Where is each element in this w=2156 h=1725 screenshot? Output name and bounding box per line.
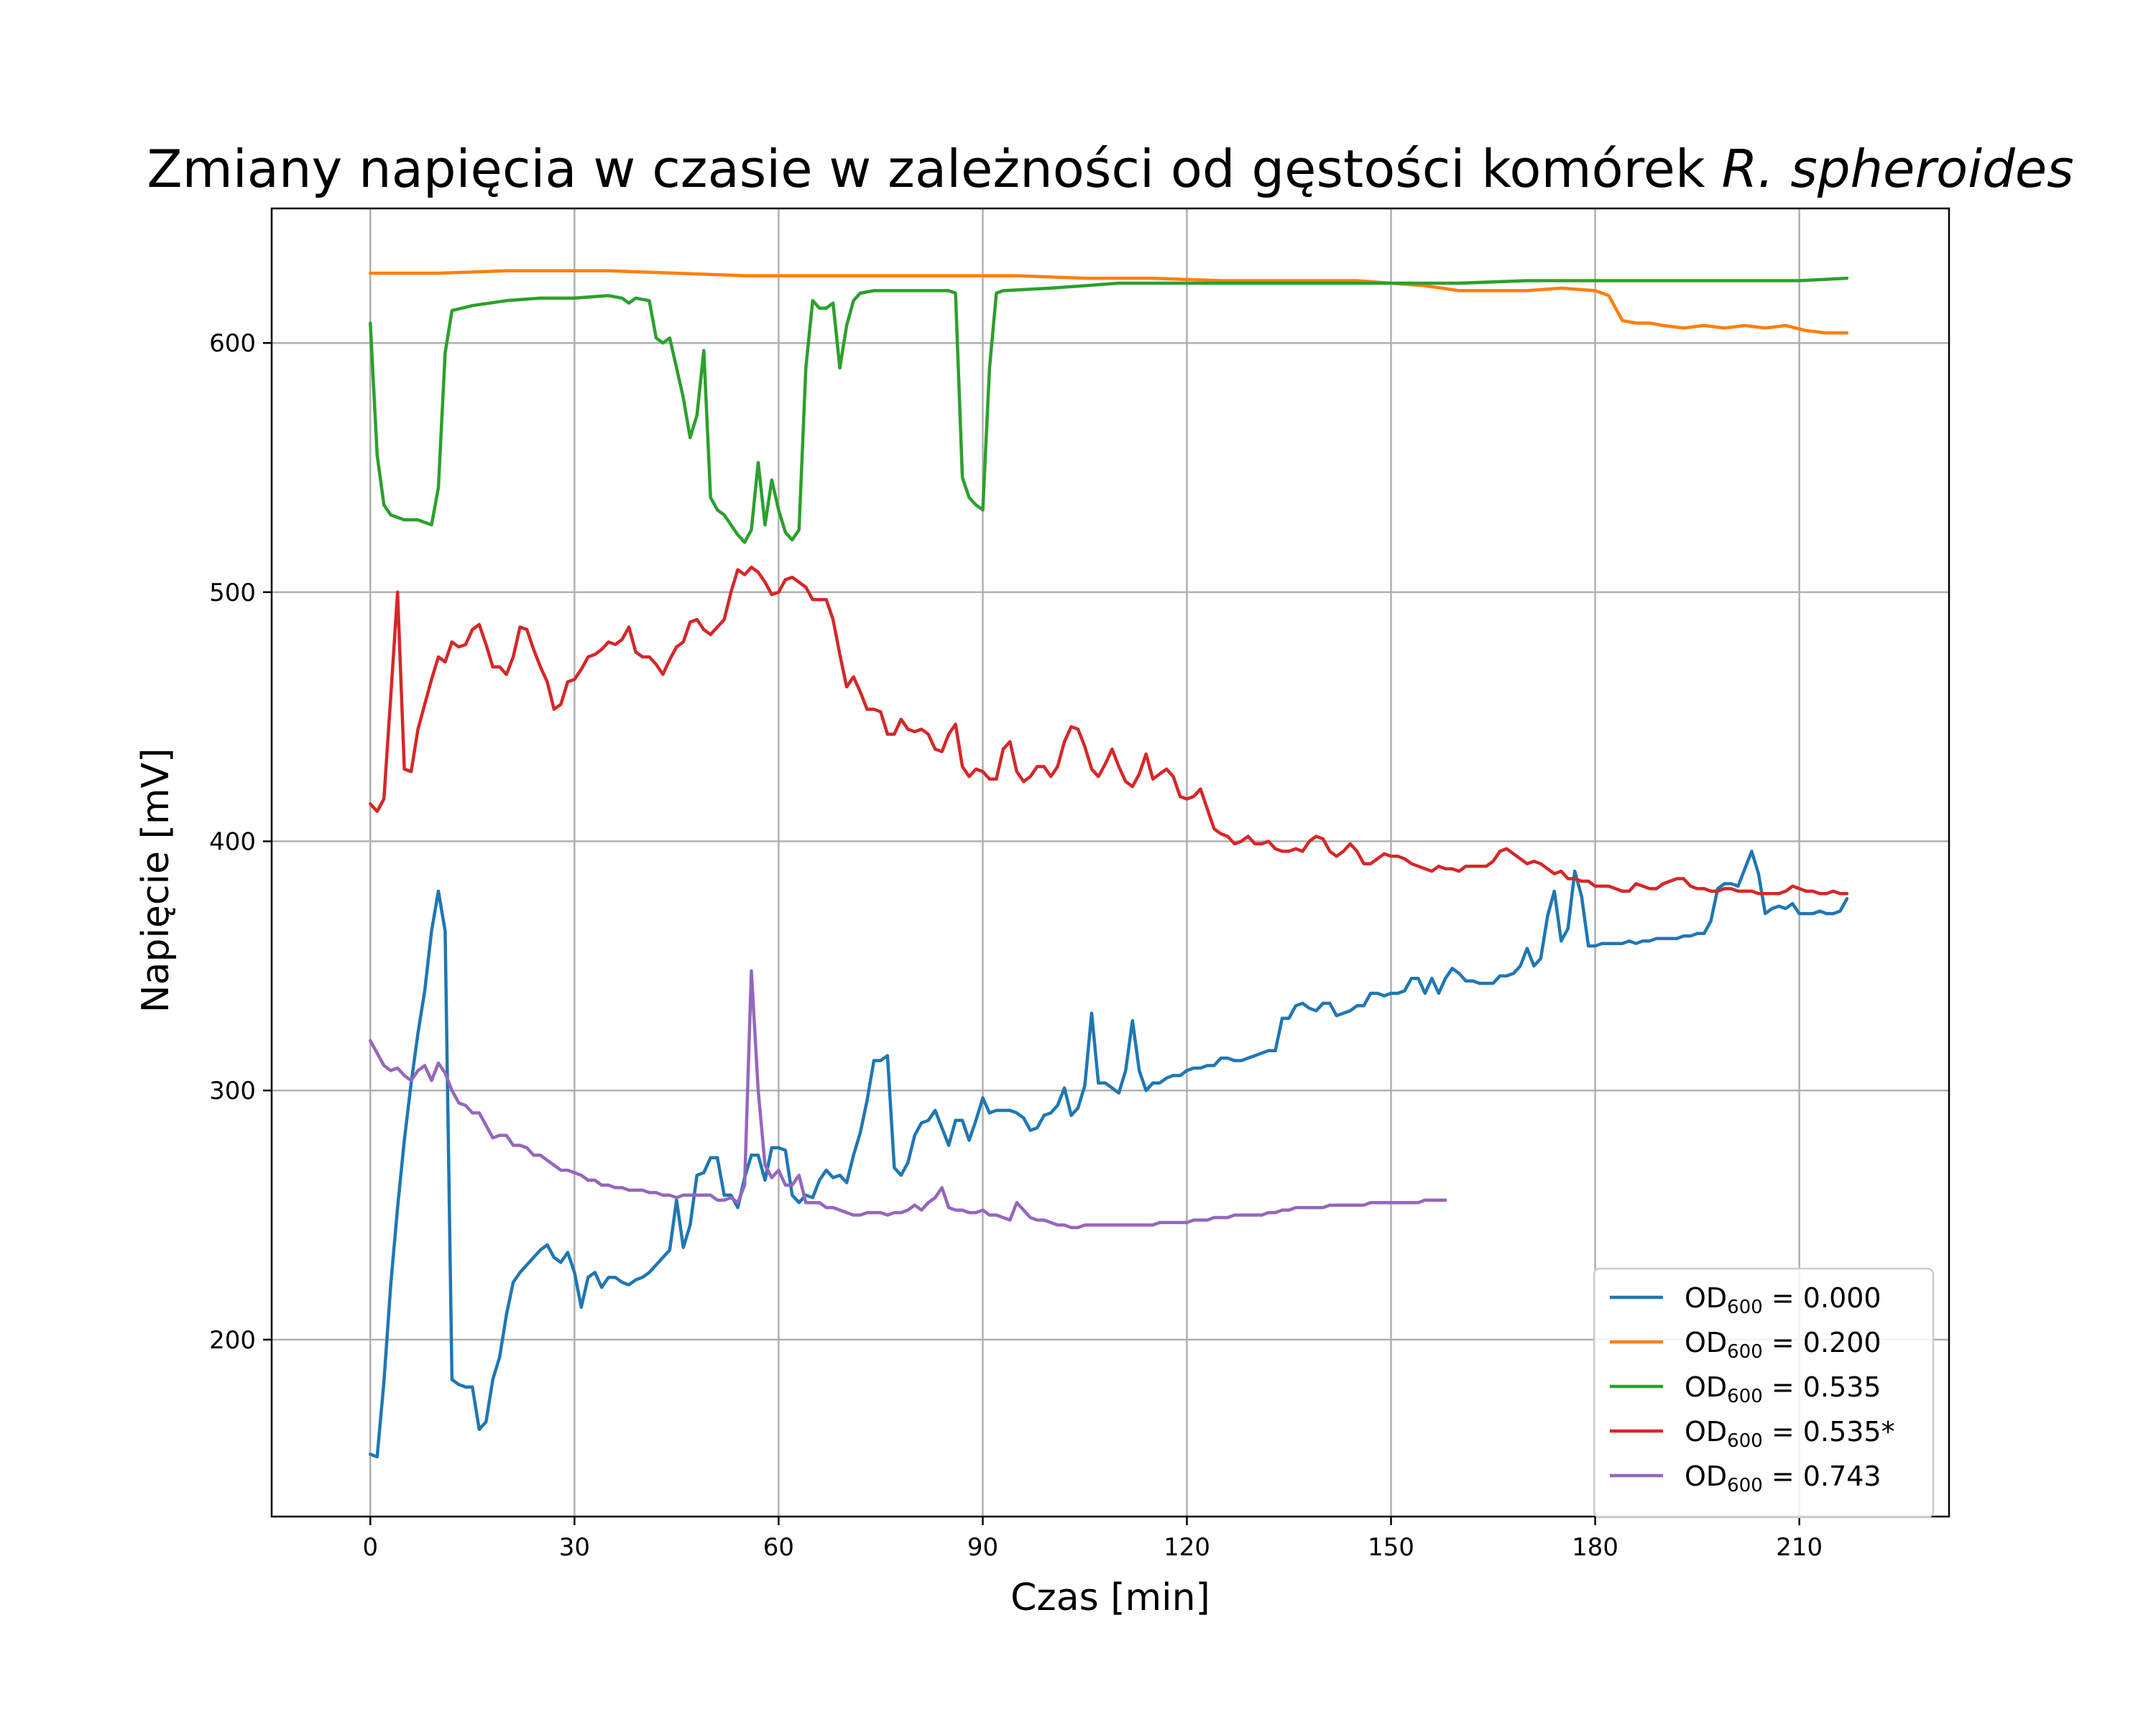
series-line-3 <box>369 565 1849 896</box>
legend-subscript: 600 <box>1727 1475 1763 1496</box>
plot-frame <box>270 207 1950 1518</box>
x-axis-label: Czas [min] <box>1010 1576 1210 1619</box>
legend-subscript: 600 <box>1727 1386 1763 1407</box>
series-line-2 <box>369 276 1849 544</box>
y-tick-label: 600 <box>209 329 256 358</box>
legend-entry: OD600 = 0.200 <box>1685 1327 1881 1363</box>
series-line-1 <box>369 269 1849 335</box>
series-lines <box>369 269 1849 1459</box>
x-tick-label: 180 <box>1572 1533 1618 1562</box>
chart-title-main: Zmiany napięcia w czasie w zależności od… <box>147 139 1721 199</box>
x-tick-label: 120 <box>1164 1533 1210 1562</box>
legend-entry: OD600 = 0.535 <box>1685 1371 1881 1407</box>
y-tick-label: 400 <box>209 828 256 857</box>
y-tick-label: 200 <box>209 1326 256 1355</box>
x-tick-label: 210 <box>1776 1533 1823 1562</box>
series-line-4 <box>369 969 1447 1230</box>
legend-label: OD <box>1685 1416 1727 1448</box>
legend-label: OD <box>1685 1327 1727 1358</box>
legend-entry: OD600 = 0.535* <box>1685 1416 1895 1452</box>
legend-value: = 0.743 <box>1763 1460 1881 1492</box>
legend-label: OD <box>1685 1371 1727 1403</box>
x-tick-label: 30 <box>559 1533 590 1562</box>
legend-label: OD <box>1685 1460 1727 1492</box>
legend-entry: OD600 = 0.743 <box>1685 1460 1881 1496</box>
legend-subscript: 600 <box>1727 1430 1763 1452</box>
legend-value: = 0.000 <box>1763 1282 1881 1314</box>
chart-title: Zmiany napięcia w czasie w zależności od… <box>147 139 2073 199</box>
y-axis-label: Napięcie [mV] <box>134 748 178 1013</box>
legend-value: = 0.535* <box>1763 1416 1895 1448</box>
x-tick-label: 90 <box>967 1533 998 1562</box>
legend-label: OD <box>1685 1282 1727 1314</box>
x-tick-label: 60 <box>763 1533 794 1562</box>
chart-title-italic: R. spheroides <box>1722 139 2074 199</box>
y-tick-label: 500 <box>209 579 256 607</box>
y-tick-label: 300 <box>209 1077 256 1105</box>
x-tick-label: 150 <box>1368 1533 1414 1562</box>
grid-lines <box>272 208 1949 1517</box>
series-line-0 <box>369 850 1849 1459</box>
x-tick-label: 0 <box>362 1533 378 1562</box>
axis-ticks: 0 30 60 90 120 150 180 210 200 300 400 500 600 <box>209 329 1823 1562</box>
legend-entry: OD600 = 0.000 <box>1685 1282 1881 1318</box>
legend-value: = 0.200 <box>1763 1327 1881 1358</box>
legend-subscript: 600 <box>1727 1341 1763 1363</box>
legend-value: = 0.535 <box>1763 1371 1881 1403</box>
legend-subscript: 600 <box>1727 1297 1763 1318</box>
legend-box <box>1593 1267 1935 1519</box>
